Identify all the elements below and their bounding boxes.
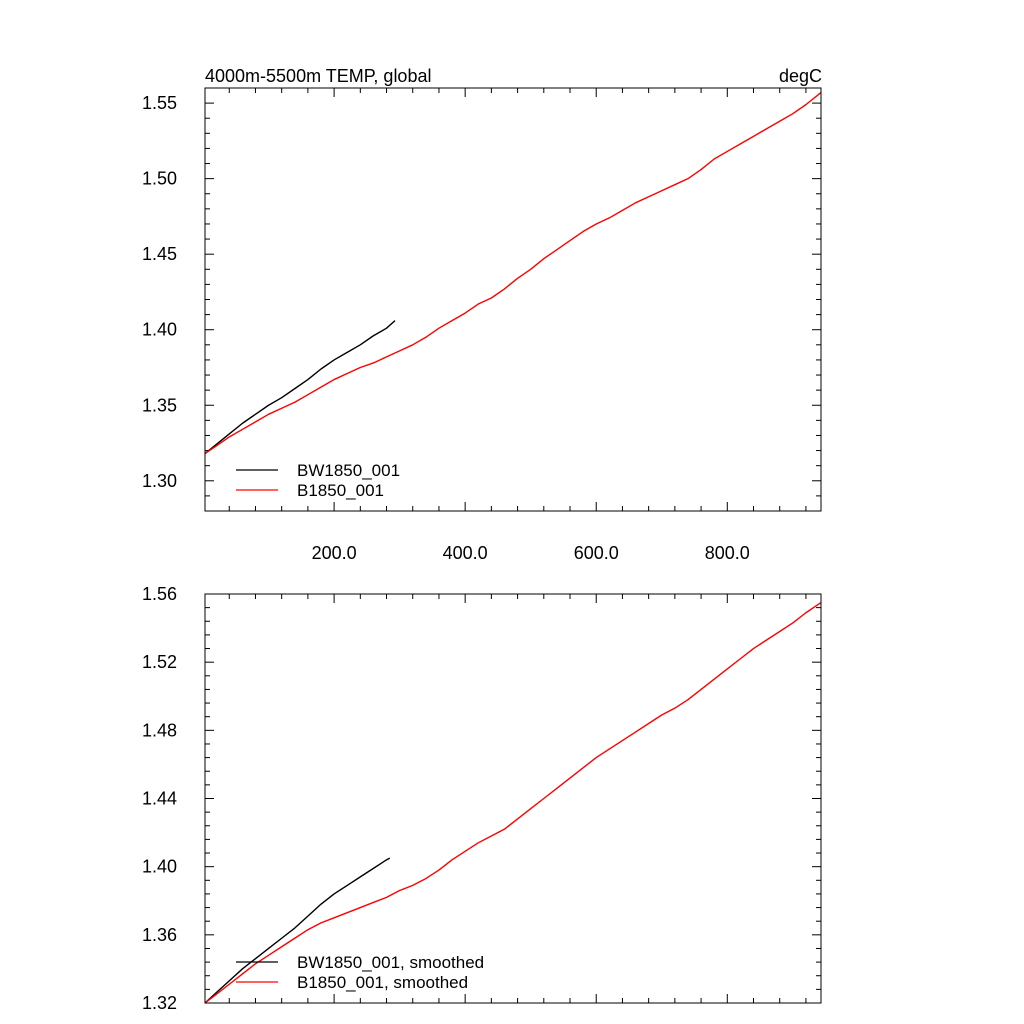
chart-title-left: 4000m-5500m TEMP, global <box>205 66 431 86</box>
legend-label-b1850: B1850_001 <box>297 481 384 500</box>
y-tick-label: 1.40 <box>142 320 177 340</box>
x-tick-label: 600.0 <box>574 543 619 563</box>
series-line-b1850-001-smoothed <box>204 601 822 1004</box>
y-tick-label: 1.44 <box>142 789 177 809</box>
y-tick-label: 1.35 <box>142 395 177 415</box>
y-tick-label: 1.48 <box>142 720 177 740</box>
y-tick-label: 1.30 <box>142 471 177 491</box>
x-tick-label: 800.0 <box>705 543 750 563</box>
legend: BW1850_001 B1850_001 <box>236 461 400 500</box>
y-tick-label: 1.36 <box>142 925 177 945</box>
legend-label-bw1850: BW1850_001 <box>297 461 400 480</box>
chart-units-label: degC <box>779 66 822 86</box>
y-tick-label: 1.52 <box>142 652 177 672</box>
y-tick-label: 1.40 <box>142 857 177 877</box>
series-line-bw1850-001-smoothed <box>204 857 391 1004</box>
series-line-bw1850-001 <box>204 320 396 455</box>
x-tick-label: 400.0 <box>443 543 488 563</box>
y-tick-label: 1.32 <box>142 993 177 1013</box>
legend: BW1850_001, smoothed B1850_001, smoothed <box>236 953 484 992</box>
legend-label-bw1850-smoothed: BW1850_001, smoothed <box>297 953 484 972</box>
y-tick-label: 1.56 <box>142 584 177 604</box>
y-tick-label: 1.50 <box>142 169 177 189</box>
plot-frame <box>204 87 822 512</box>
top-panel: 4000m-5500m TEMP, global degC 200.0 400.0… <box>142 66 822 563</box>
y-tick-label: 1.45 <box>142 244 177 264</box>
x-tick-label: 200.0 <box>312 543 357 563</box>
plot-frame <box>204 593 822 1004</box>
series-line-b1850-001 <box>204 91 822 455</box>
bottom-panel: 1.32 1.36 1.40 1.44 1.48 1.52 1.56 BW1850_001,… <box>142 584 822 1013</box>
legend-label-b1850-smoothed: B1850_001, smoothed <box>297 973 468 992</box>
y-tick-label: 1.55 <box>142 93 177 113</box>
